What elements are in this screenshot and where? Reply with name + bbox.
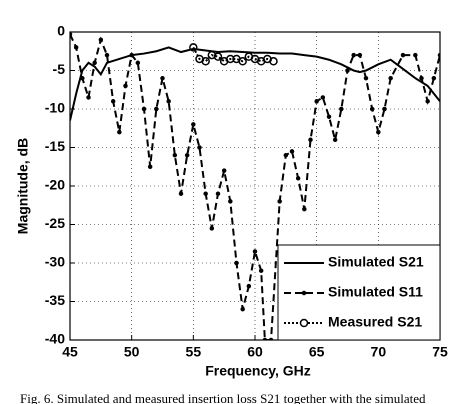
plot-frame (69, 31, 441, 341)
point-marker (117, 129, 122, 135)
point-marker (147, 164, 153, 169)
point-marker (283, 152, 289, 158)
point-marker (135, 60, 141, 66)
point-marker (80, 75, 85, 81)
point-marker (226, 54, 235, 64)
point-marker (234, 260, 239, 266)
y-tick-label: 0 (57, 23, 65, 39)
point-marker (73, 45, 79, 50)
x-tick-label: 55 (186, 344, 202, 360)
point-marker (269, 57, 278, 66)
point-marker (326, 114, 332, 119)
x-tick-label: 75 (432, 344, 448, 360)
point-marker (320, 95, 326, 100)
legend-marker (301, 290, 307, 296)
point-marker (221, 168, 227, 173)
point-marker (388, 75, 393, 81)
point-marker (308, 137, 313, 143)
y-tick-label: -15 (45, 138, 65, 154)
caption: Fig. 6. Simulated and measured insertion… (20, 391, 426, 404)
point-marker (86, 95, 91, 100)
point-marker (238, 57, 247, 66)
point-marker (351, 52, 356, 58)
point-marker (178, 191, 184, 196)
point-marker (369, 106, 375, 112)
point-marker (110, 99, 116, 104)
y-tick-label: -40 (45, 331, 65, 347)
point-marker (184, 152, 190, 158)
point-marker (357, 52, 363, 58)
point-marker (262, 337, 268, 340)
x-tick-label: 45 (62, 344, 78, 360)
point-marker (437, 52, 440, 58)
y-tick-label: -25 (45, 215, 65, 231)
legend-marker (299, 318, 309, 328)
point-marker (228, 199, 233, 204)
point-marker (419, 75, 424, 81)
y-axis-label: Magnitude, dB (15, 138, 31, 234)
point-marker (154, 106, 159, 112)
x-tick-label: 65 (309, 344, 325, 360)
y-tick-label: -10 (45, 100, 65, 116)
legend-label: Measured S21 (328, 314, 422, 330)
point-marker (104, 52, 110, 58)
point-marker (197, 145, 202, 150)
point-marker (258, 268, 264, 273)
point-marker (246, 283, 252, 289)
point-marker (201, 57, 210, 66)
x-axis-label: Frequency, GHz (205, 363, 311, 379)
y-tick-label: -35 (45, 292, 65, 308)
point-marker (240, 306, 245, 312)
point-marker (332, 137, 338, 143)
point-marker (70, 32, 73, 37)
point-marker (203, 191, 208, 196)
point-marker (376, 129, 381, 135)
series-line (70, 46, 440, 121)
point-marker (129, 52, 134, 58)
legend-label: Simulated S21 (328, 254, 424, 270)
point-marker (191, 122, 196, 127)
point-marker (314, 99, 319, 104)
x-tick-label: 60 (247, 344, 263, 360)
y-tick-label: -30 (45, 254, 65, 270)
point-marker (363, 75, 369, 81)
point-marker (98, 37, 104, 42)
point-marker (160, 75, 165, 81)
point-marker (413, 52, 418, 58)
point-marker (166, 99, 171, 104)
point-marker (382, 106, 387, 112)
x-tick-label: 50 (124, 344, 140, 360)
point-marker (92, 60, 97, 66)
point-marker (209, 226, 215, 231)
point-marker (345, 68, 350, 73)
point-marker (141, 106, 147, 112)
point-marker (252, 249, 258, 254)
point-marker (268, 337, 274, 340)
x-tick-label: 70 (371, 344, 387, 360)
y-tick-label: -5 (53, 61, 66, 77)
point-marker (277, 199, 282, 204)
point-marker (123, 83, 128, 89)
point-marker (425, 99, 430, 104)
point-marker (189, 43, 198, 52)
point-marker (289, 149, 295, 154)
legend-label: Simulated S11 (328, 284, 423, 300)
point-marker (339, 106, 344, 112)
point-marker (302, 206, 307, 212)
point-marker (215, 191, 221, 196)
point-marker (431, 75, 437, 81)
point-marker (213, 52, 223, 61)
point-marker (172, 152, 178, 158)
point-marker (400, 52, 406, 58)
y-tick-label: -20 (45, 177, 65, 193)
point-marker (295, 176, 301, 181)
